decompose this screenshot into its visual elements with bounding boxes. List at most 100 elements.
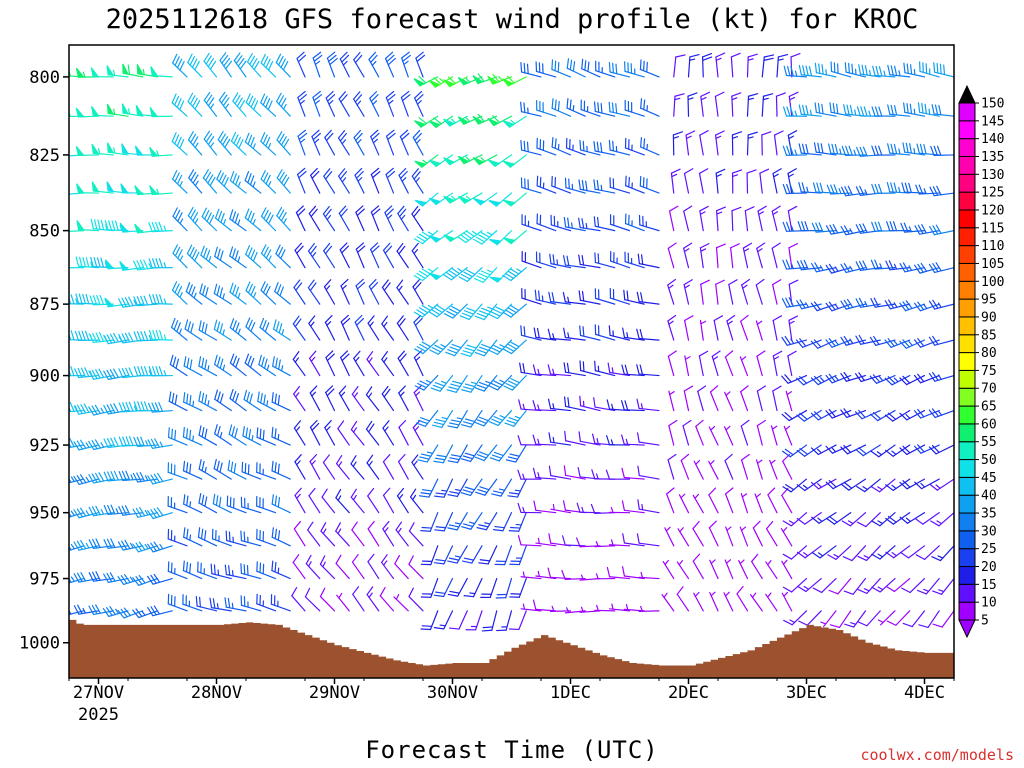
wind-barb: [122, 63, 144, 78]
wind-barb: [472, 113, 498, 125]
wind-barb: [488, 303, 513, 320]
wind-barb: [106, 103, 129, 117]
wind-barb: [256, 561, 277, 580]
wind-barb: [930, 145, 954, 156]
wind-barb: [535, 61, 557, 78]
wind-barb: [840, 298, 867, 310]
wind-barb: [335, 522, 350, 547]
wind-barb: [668, 390, 675, 412]
wind-barb: [773, 130, 784, 156]
wind-barb: [256, 593, 277, 612]
wind-barb: [884, 299, 911, 310]
wind-barb: [551, 136, 572, 156]
wind-barb: [503, 192, 527, 207]
wind-barb: [759, 168, 770, 194]
wind-barb: [594, 604, 616, 612]
colorbar-label: 85: [981, 328, 997, 343]
wind-barb: [103, 538, 129, 549]
wind-barb: [384, 51, 396, 78]
wind-barb: [562, 535, 586, 547]
wind-barb: [517, 502, 542, 514]
colorbar-label: 60: [981, 417, 997, 432]
colorbar-label: 10: [981, 596, 997, 611]
wind-barb: [461, 374, 483, 393]
wind-barb: [229, 388, 247, 412]
wind-barb: [548, 533, 572, 547]
wind-barb: [771, 242, 781, 269]
wind-barb: [367, 520, 380, 547]
wind-barb: [232, 92, 247, 117]
wind-barb: [761, 93, 774, 117]
wind-barb: [229, 171, 247, 194]
wind-barb: [240, 595, 262, 612]
wind-barb: [446, 374, 468, 393]
wind-barb: [664, 526, 675, 547]
wind-barb: [730, 243, 740, 269]
wind-barb: [149, 185, 173, 196]
wind-barb: [667, 314, 677, 341]
wind-barb: [624, 213, 645, 232]
wind-barb: [548, 291, 572, 305]
wind-barb: [447, 409, 468, 429]
wind-barb: [578, 179, 601, 194]
wind-barb: [622, 533, 645, 547]
wind-barb: [408, 587, 424, 612]
wind-barb: [412, 279, 424, 305]
wind-barb: [825, 263, 852, 274]
wind-barb: [578, 431, 601, 446]
y-tick-label: 850: [29, 222, 60, 242]
wind-barb: [398, 419, 409, 446]
wind-barb: [782, 577, 808, 593]
x-tick-year: 2025: [78, 705, 119, 725]
wind-barb: [781, 335, 808, 346]
wind-barb: [782, 183, 808, 195]
colorbar-swatch: [958, 583, 976, 603]
wind-barb: [338, 205, 350, 232]
wind-barb: [494, 545, 513, 566]
surface-terrain: [69, 619, 954, 678]
wind-barb: [684, 315, 694, 341]
wind-barb: [260, 281, 277, 305]
wind-barb: [857, 610, 881, 627]
wind-barb: [489, 444, 513, 462]
wind-barb: [428, 303, 454, 318]
wind-barb: [693, 460, 704, 480]
wind-barb: [433, 444, 454, 464]
wind-barb: [685, 130, 696, 156]
wind-barb: [796, 478, 822, 492]
wind-barb: [411, 242, 424, 269]
wind-barb: [411, 168, 424, 194]
wind-barb: [214, 208, 232, 232]
colorbar-swatch: [958, 245, 976, 264]
wind-barb: [312, 90, 323, 117]
wind-barb: [744, 206, 755, 232]
wind-barb: [381, 554, 395, 580]
wind-barb: [187, 206, 203, 232]
wind-barb: [670, 168, 681, 194]
wind-barb: [841, 145, 867, 156]
wind-barb: [820, 610, 837, 628]
wind-barb: [167, 495, 188, 514]
colorbar-label: 25: [981, 542, 997, 557]
wind-barb: [903, 62, 926, 78]
wind-barb: [457, 76, 483, 86]
x-tick-label: 28NOV: [191, 683, 242, 703]
wind-barb: [229, 282, 247, 305]
wind-barb: [931, 545, 954, 562]
wind-barb: [257, 391, 277, 412]
wind-barb: [636, 364, 660, 377]
wind-barb: [69, 339, 70, 341]
colorbar-swatch: [958, 120, 976, 140]
wind-barb: [322, 205, 336, 232]
wind-barb: [782, 453, 793, 480]
wind-barb: [871, 545, 896, 560]
wind-barb: [445, 339, 468, 357]
wind-barb: [147, 472, 173, 485]
wind-barb: [563, 465, 586, 480]
wind-barb: [640, 98, 660, 117]
wind-barb: [783, 425, 793, 446]
wind-barb: [168, 391, 188, 412]
chart-title: 2025112618 GFS forecast wind profile (kt…: [106, 4, 919, 35]
wind-barb: [887, 104, 911, 117]
wind-barb: [914, 512, 940, 525]
